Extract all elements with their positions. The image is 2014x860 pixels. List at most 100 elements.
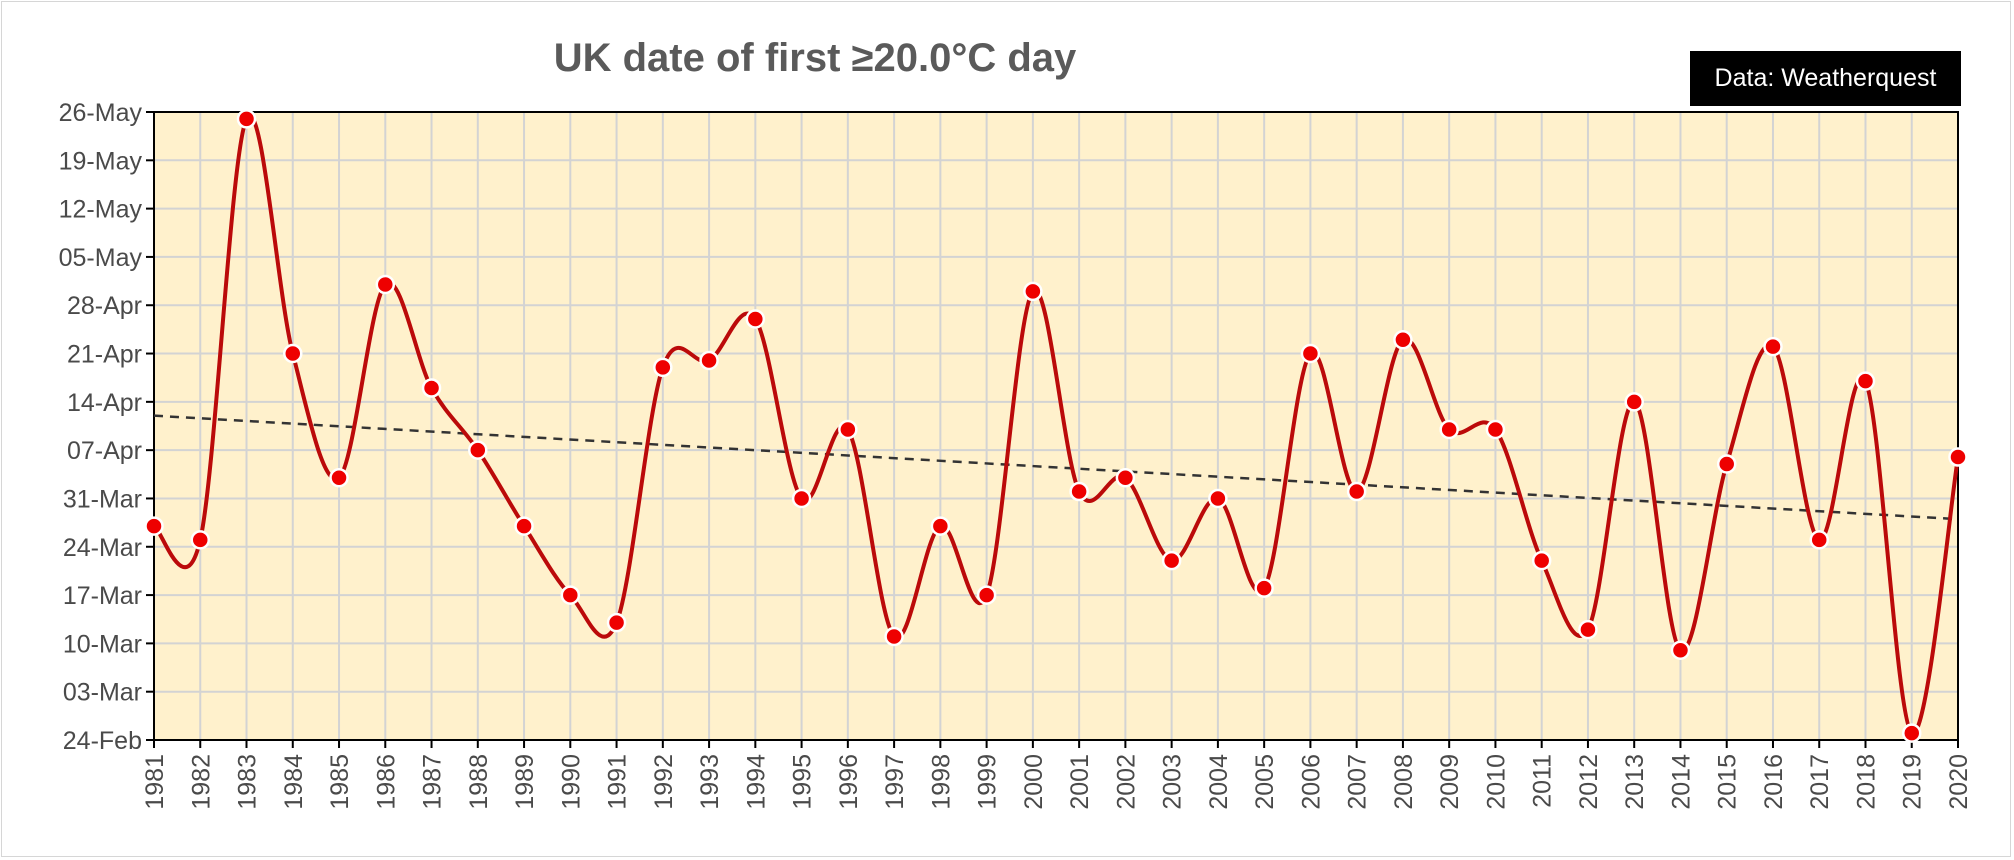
- plot-area: [154, 112, 1958, 740]
- plot-border: [153, 111, 1959, 741]
- x-tick-label: 1993: [696, 754, 724, 810]
- x-tick-label: 2012: [1575, 754, 1603, 810]
- x-tick-label: 1990: [557, 754, 585, 810]
- data-point: 2001: 01-Apr: [1069, 481, 1089, 502]
- x-tick-label: 1999: [974, 754, 1002, 810]
- data-point: 1984: 21-Apr: [283, 343, 303, 364]
- x-tick-label: 1998: [927, 754, 955, 810]
- data-point: 2009: 10-Apr: [1439, 419, 1459, 440]
- y-tick-label: 17-Mar: [63, 582, 142, 610]
- x-tick-label: 1988: [465, 754, 493, 810]
- x-tick-label: 2013: [1621, 754, 1649, 810]
- x-tick-label: 2006: [1297, 754, 1325, 810]
- y-tick-label: 03-Mar: [63, 679, 142, 707]
- y-tick-label: 28-Apr: [67, 292, 142, 320]
- data-point: 2018: 17-Apr: [1855, 371, 1876, 391]
- x-tick-label: 1997: [881, 754, 909, 810]
- data-point: 2005: 18-Mar: [1254, 578, 1274, 598]
- data-point: 1988: 07-Apr: [468, 440, 488, 460]
- y-tick-label: 24-Mar: [63, 534, 142, 562]
- data-point: 1990: 17-Mar: [560, 585, 581, 605]
- data-point: 2020: 06-Apr: [1948, 447, 1968, 467]
- data-credit-badge: Data: Weatherquest: [1690, 51, 1961, 106]
- x-tick-label: 2002: [1112, 754, 1140, 810]
- x-tick-label: 1987: [419, 754, 447, 810]
- data-point: 1982: 25-Mar: [190, 530, 211, 550]
- data-point: 1998: 27-Mar: [930, 516, 951, 536]
- x-tick-label: 2011: [1529, 754, 1557, 808]
- data-point: 2004: 31-Mar: [1208, 488, 1228, 509]
- data-point: 1994: 26-Apr: [745, 309, 766, 329]
- data-point: 2019: 25-Feb: [1901, 723, 1922, 743]
- x-tick-label: 2014: [1667, 754, 1695, 810]
- data-point: 1989: 27-Mar: [514, 516, 534, 536]
- x-tick-label: 2008: [1390, 754, 1418, 810]
- data-point: 1981: 27-Mar: [144, 516, 164, 536]
- x-tick-label: 1985: [326, 754, 354, 810]
- data-point: 2000: 30-Apr: [1023, 281, 1043, 302]
- y-tick-label: 10-Mar: [63, 630, 142, 658]
- x-tick-label: 1983: [234, 754, 262, 810]
- x-tick-label: 2015: [1714, 754, 1742, 810]
- x-tick-label: 2007: [1344, 754, 1372, 810]
- x-tick-label: 1992: [650, 754, 678, 810]
- data-point: 1997: 11-Mar: [884, 626, 904, 647]
- x-tick-label: 1981: [141, 754, 169, 810]
- y-tick-label: 05-May: [59, 244, 143, 272]
- x-tick-label: 2016: [1760, 754, 1788, 810]
- data-point: 2014: 09-Mar: [1670, 640, 1691, 661]
- data-point: 1995: 31-Mar: [791, 488, 812, 509]
- data-point: 1993: 20-Apr: [699, 350, 719, 371]
- data-point: 2017: 25-Mar: [1809, 530, 1829, 550]
- y-tick-label: 14-Apr: [67, 389, 142, 417]
- x-tick-label: 1991: [604, 754, 632, 810]
- x-tick-label: 1989: [511, 754, 539, 810]
- x-tick-label: 2020: [1945, 754, 1973, 810]
- data-point: 2006: 21-Apr: [1300, 343, 1321, 364]
- x-tick-label: 2018: [1852, 754, 1880, 810]
- y-tick-label: 21-Apr: [67, 341, 142, 369]
- x-tick-label: 1982: [187, 754, 215, 810]
- data-point: 2003: 22-Mar: [1161, 550, 1182, 571]
- x-tick-label: 1986: [372, 754, 400, 810]
- data-point: 2016: 22-Apr: [1763, 336, 1783, 357]
- x-tick-label: 2017: [1806, 754, 1834, 810]
- data-point: 1987: 16-Apr: [421, 378, 442, 398]
- x-tick-label: 2009: [1436, 754, 1464, 810]
- x-tick-label: 2003: [1159, 754, 1187, 810]
- x-tick-label: 1995: [789, 754, 817, 810]
- trend-line: [153, 414, 1959, 521]
- data-point: 2011: 22-Mar: [1531, 550, 1552, 571]
- data-point: 1991: 13-Mar: [606, 612, 627, 633]
- x-tick-label: 2010: [1482, 754, 1510, 810]
- data-point: 2008: 23-Apr: [1393, 329, 1413, 350]
- data-point: 1983: 25-May: [236, 109, 257, 129]
- data-point: 2010: 10-Apr: [1485, 419, 1506, 440]
- chart-title: UK date of first ≥20.0°C day: [553, 36, 1077, 80]
- data-point: 1992: 19-Apr: [653, 357, 673, 378]
- data-point: 2007: 01-Apr: [1346, 481, 1367, 502]
- y-tick-label: 19-May: [59, 147, 143, 175]
- data-point: 2002: 03-Apr: [1115, 468, 1136, 488]
- data-credit-label: Data: Weatherquest: [1714, 64, 1937, 92]
- x-tick-label: 2000: [1020, 754, 1048, 810]
- x-tick-label: 2004: [1205, 754, 1233, 810]
- y-tick-label: 12-May: [59, 196, 143, 224]
- y-tick-label: 31-Mar: [63, 485, 142, 513]
- x-tick-label: 2019: [1899, 754, 1927, 810]
- x-tick-label: 1996: [835, 754, 863, 810]
- data-point: 2015: 05-Apr: [1716, 454, 1737, 474]
- data-point: 2013: 14-Apr: [1624, 392, 1644, 412]
- data-point: 1986: 01-May: [375, 274, 396, 295]
- y-tick-label: 24-Feb: [63, 727, 142, 755]
- y-tick-label: 07-Apr: [67, 437, 142, 465]
- data-point: 1999: 17-Mar: [976, 585, 997, 605]
- x-tick-label: 1994: [742, 754, 770, 810]
- x-tick-label: 2005: [1251, 754, 1279, 810]
- data-point: 1996: 10-Apr: [838, 419, 858, 440]
- x-tick-label: 2001: [1066, 754, 1094, 810]
- data-point: 1985: 03-Apr: [329, 468, 349, 488]
- y-tick-label: 26-May: [59, 99, 143, 127]
